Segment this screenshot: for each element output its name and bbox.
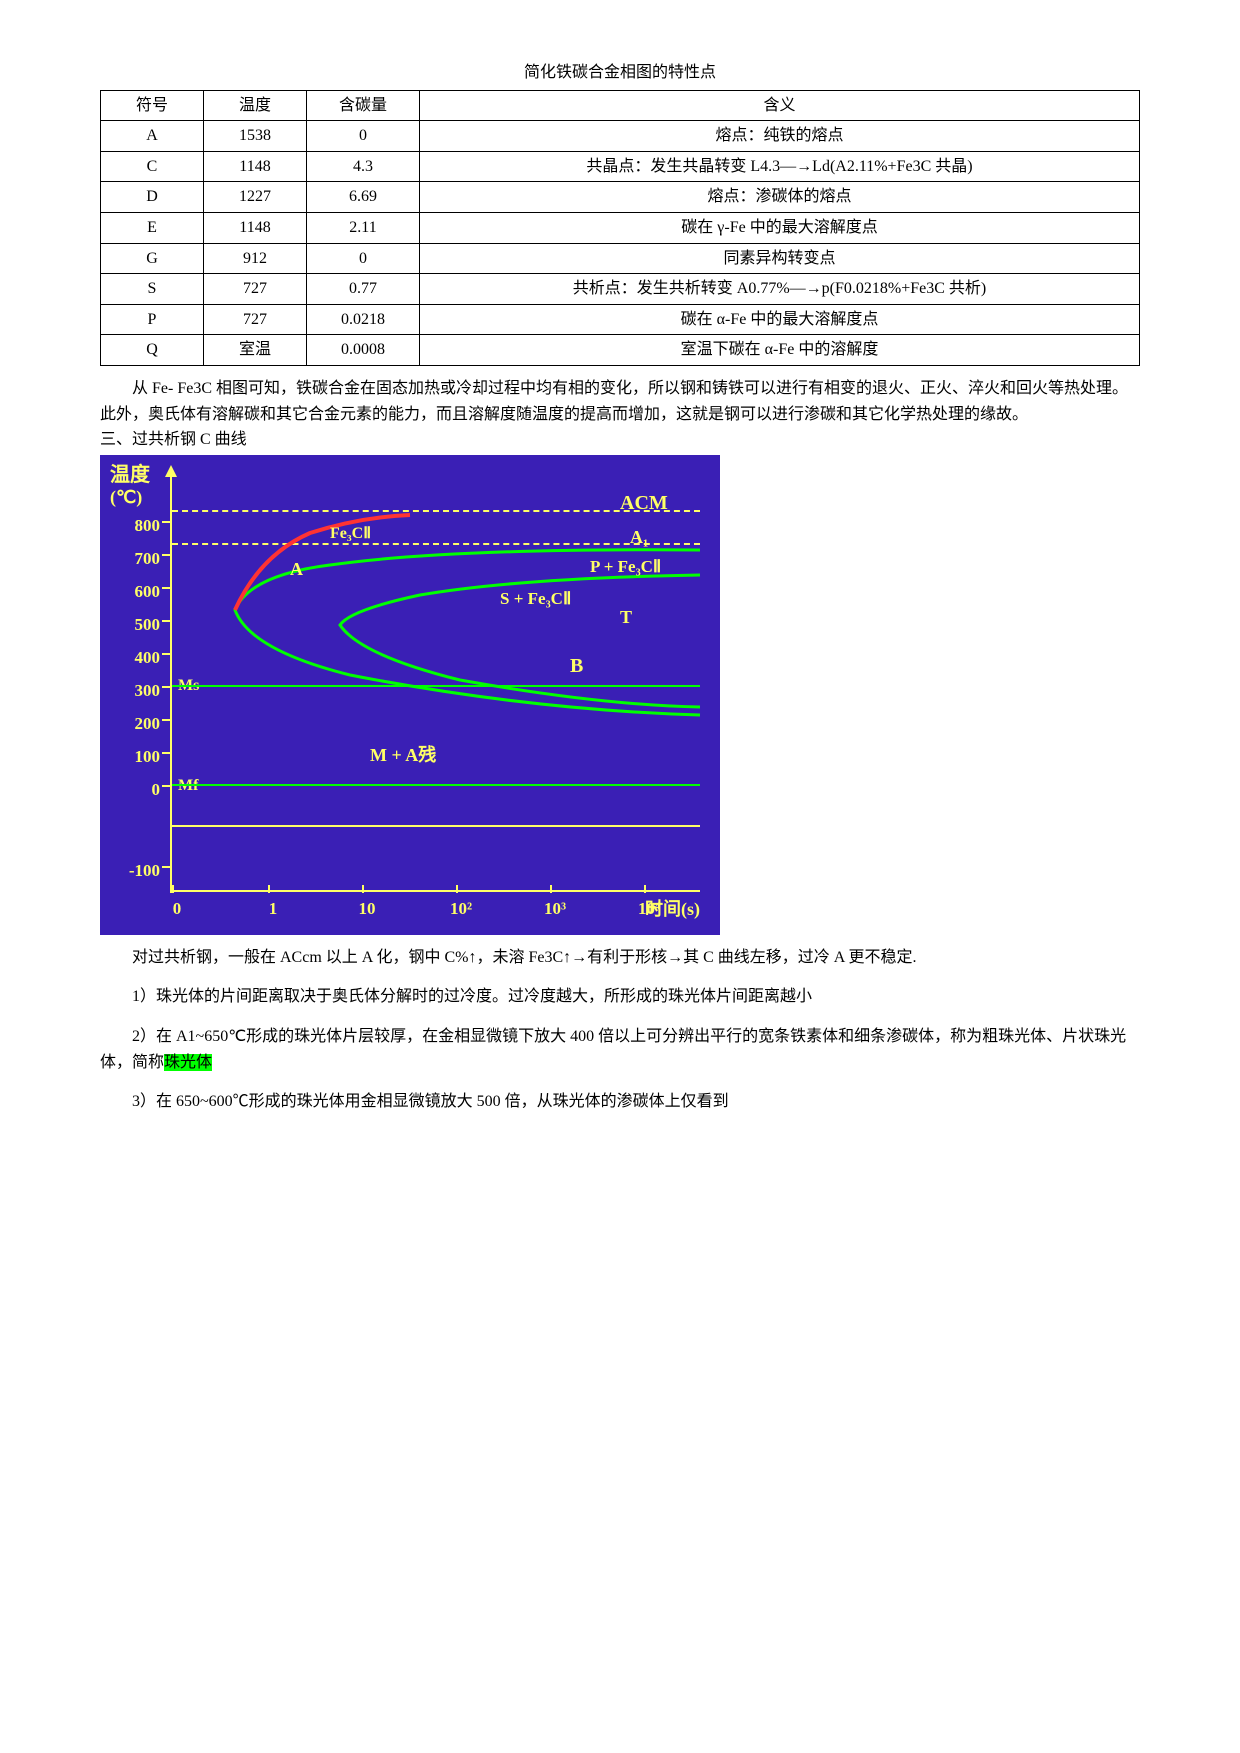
table-cell: 熔点：纯铁的熔点 bbox=[420, 121, 1140, 152]
section-3-title: 三、过共析钢 C 曲线 bbox=[100, 427, 1140, 453]
region-label: M + A残 bbox=[370, 741, 436, 770]
point-2: 2）在 A1~650℃形成的珠光体片层较厚，在金相显微镜下放大 400 倍以上可… bbox=[100, 1024, 1140, 1075]
c-curve-chart: 温度 (℃) 8007006005004003002001000-100 011… bbox=[100, 455, 720, 935]
table-cell: 0.0008 bbox=[307, 335, 420, 366]
table-cell: 1148 bbox=[204, 151, 307, 182]
table-cell: E bbox=[101, 212, 204, 243]
table-cell: 0 bbox=[307, 121, 420, 152]
table-cell: G bbox=[101, 243, 204, 274]
table-cell: 6.69 bbox=[307, 182, 420, 213]
table-cell: 室温下碳在 α-Fe 中的溶解度 bbox=[420, 335, 1140, 366]
table-cell: 1148 bbox=[204, 212, 307, 243]
point-1: 1）珠光体的片间距离取决于奥氏体分解时的过冷度。过冷度越大，所形成的珠光体片间距… bbox=[100, 984, 1140, 1010]
col-symbol: 符号 bbox=[101, 90, 204, 121]
table-row: G9120同素异构转变点 bbox=[101, 243, 1140, 274]
region-label: B bbox=[570, 650, 583, 682]
region-label: T bbox=[620, 603, 632, 632]
paragraph-2: 对过共析钢，一般在 ACcm 以上 A 化，钢中 C%↑，未溶 Fe3C↑→有利… bbox=[100, 945, 1140, 971]
table-cell: 727 bbox=[204, 304, 307, 335]
table-cell: 0.0218 bbox=[307, 304, 420, 335]
table-cell: 727 bbox=[204, 274, 307, 305]
table-cell: 熔点：渗碳体的熔点 bbox=[420, 182, 1140, 213]
table-row: C11484.3共晶点：发生共晶转变 L4.3—→Ld(A2.11%+Fe3C … bbox=[101, 151, 1140, 182]
table-row: Q室温0.0008室温下碳在 α-Fe 中的溶解度 bbox=[101, 335, 1140, 366]
region-label: A₁ bbox=[630, 523, 648, 552]
table-cell: 1538 bbox=[204, 121, 307, 152]
paragraph-1: 从 Fe- Fe3C 相图可知，铁碳合金在固态加热或冷却过程中均有相的变化，所以… bbox=[100, 376, 1140, 427]
table-cell: 共析点：发生共析转变 A0.77%—→p(F0.0218%+Fe3C 共析) bbox=[420, 274, 1140, 305]
table-cell: 0 bbox=[307, 243, 420, 274]
table-cell: S bbox=[101, 274, 204, 305]
table-cell: 碳在 α-Fe 中的最大溶解度点 bbox=[420, 304, 1140, 335]
table-row: P7270.0218碳在 α-Fe 中的最大溶解度点 bbox=[101, 304, 1140, 335]
region-label: Fe₃CⅡ bbox=[330, 521, 371, 547]
points-table: 符号 温度 含碳量 含义 A15380熔点：纯铁的熔点C11484.3共晶点：发… bbox=[100, 90, 1140, 366]
point-2-text: 2）在 A1~650℃形成的珠光体片层较厚，在金相显微镜下放大 400 倍以上可… bbox=[100, 1028, 1126, 1071]
curves-svg bbox=[100, 455, 720, 935]
table-row: S7270.77共析点：发生共析转变 A0.77%—→p(F0.0218%+Fe… bbox=[101, 274, 1140, 305]
table-row: A15380熔点：纯铁的熔点 bbox=[101, 121, 1140, 152]
point-2-highlight: 珠光体 bbox=[164, 1054, 212, 1071]
region-label: ACM bbox=[620, 487, 668, 519]
table-cell: P bbox=[101, 304, 204, 335]
table-header-row: 符号 温度 含碳量 含义 bbox=[101, 90, 1140, 121]
table-cell: 912 bbox=[204, 243, 307, 274]
table-cell: A bbox=[101, 121, 204, 152]
table-cell: 0.77 bbox=[307, 274, 420, 305]
table-cell: 共晶点：发生共晶转变 L4.3—→Ld(A2.11%+Fe3C 共晶) bbox=[420, 151, 1140, 182]
x-axis-title: 时间(s) bbox=[645, 895, 700, 924]
table-cell: D bbox=[101, 182, 204, 213]
table-cell: 2.11 bbox=[307, 212, 420, 243]
points-list: 1）珠光体的片间距离取决于奥氏体分解时的过冷度。过冷度越大，所形成的珠光体片间距… bbox=[100, 984, 1140, 1114]
table-cell: Q bbox=[101, 335, 204, 366]
region-label: P + Fe₃CⅡ bbox=[590, 553, 661, 580]
col-carbon: 含碳量 bbox=[307, 90, 420, 121]
col-meaning: 含义 bbox=[420, 90, 1140, 121]
table-row: E11482.11碳在 γ-Fe 中的最大溶解度点 bbox=[101, 212, 1140, 243]
region-label: S + Fe₃CⅡ bbox=[500, 585, 571, 612]
table-cell: 室温 bbox=[204, 335, 307, 366]
table-cell: 4.3 bbox=[307, 151, 420, 182]
point-3: 3）在 650~600℃形成的珠光体用金相显微镜放大 500 倍，从珠光体的渗碳… bbox=[100, 1089, 1140, 1115]
fe3c-curve bbox=[235, 515, 410, 610]
table-cell: C bbox=[101, 151, 204, 182]
table-cell: 1227 bbox=[204, 182, 307, 213]
table-cell: 同素异构转变点 bbox=[420, 243, 1140, 274]
col-temp: 温度 bbox=[204, 90, 307, 121]
table-caption: 简化铁碳合金相图的特性点 bbox=[100, 60, 1140, 86]
table-row: D12276.69熔点：渗碳体的熔点 bbox=[101, 182, 1140, 213]
table-cell: 碳在 γ-Fe 中的最大溶解度点 bbox=[420, 212, 1140, 243]
region-label: A bbox=[290, 555, 303, 584]
